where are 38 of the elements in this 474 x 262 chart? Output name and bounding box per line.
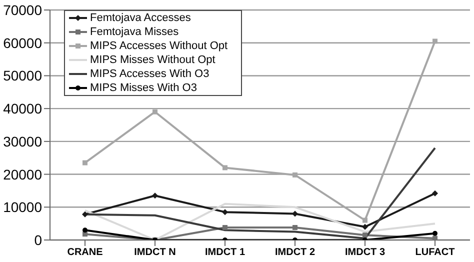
y-tick-label: 50000 xyxy=(3,68,42,84)
x-tick-label: LUFACT xyxy=(415,247,455,258)
point xyxy=(82,211,88,218)
point xyxy=(292,225,298,230)
point xyxy=(152,192,158,199)
point xyxy=(362,224,368,230)
legend-label: MIPS Accesses Without Opt xyxy=(90,39,228,53)
point xyxy=(432,38,438,44)
point xyxy=(292,210,298,217)
x-tick-label: CRANE xyxy=(67,247,104,258)
point xyxy=(432,230,438,236)
point xyxy=(222,165,228,170)
x-tick-label: IMDCT 3 xyxy=(345,247,386,258)
x-tick-label: IMDCT 2 xyxy=(275,247,316,258)
point xyxy=(362,232,368,238)
y-tick-label: 0 xyxy=(34,232,42,248)
point xyxy=(222,209,228,216)
legend-label: MIPS Misses With O3 xyxy=(90,81,197,95)
point xyxy=(82,160,88,166)
legend-label: MIPS Accesses With O3 xyxy=(90,67,210,81)
point xyxy=(82,228,88,233)
y-tick-label: 10000 xyxy=(3,199,42,216)
legend-label: Femtojava Misses xyxy=(90,25,179,39)
x-tick-label: IMDCT N xyxy=(134,247,176,258)
legend-label: Femtojava Accesses xyxy=(90,11,191,25)
point xyxy=(292,172,298,178)
point xyxy=(222,225,228,230)
y-tick-label: 60000 xyxy=(3,34,42,51)
x-tick-label: IMDCT 1 xyxy=(205,247,246,258)
legend-label: MIPS Misses Without Opt xyxy=(90,53,216,67)
y-tick-label: 40000 xyxy=(3,100,42,117)
point xyxy=(432,190,438,196)
point xyxy=(362,218,368,223)
y-tick-label: 20000 xyxy=(3,166,42,182)
point xyxy=(432,236,438,240)
point xyxy=(152,109,158,114)
y-tick-label: 30000 xyxy=(3,133,42,150)
y-tick-label: 70000 xyxy=(3,2,42,18)
